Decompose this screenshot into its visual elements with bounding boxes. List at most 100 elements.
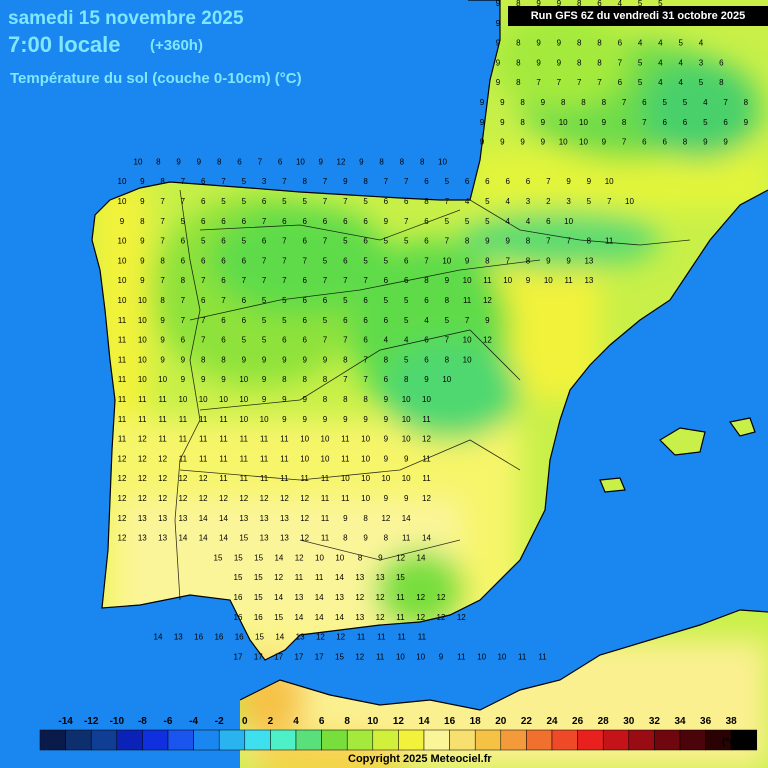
grid-value: 12 bbox=[138, 435, 147, 444]
grid-value: 9 bbox=[262, 375, 267, 384]
grid-value: 12 bbox=[300, 494, 309, 503]
legend-tick-label: 22 bbox=[521, 716, 533, 727]
grid-value: 5 bbox=[703, 118, 708, 127]
grid-value: 11 bbox=[321, 474, 330, 483]
grid-value: 13 bbox=[584, 276, 593, 285]
grid-value: 14 bbox=[275, 633, 284, 642]
grid-value: 12 bbox=[118, 494, 127, 503]
grid-value: 10 bbox=[118, 237, 127, 246]
grid-value: 7 bbox=[201, 316, 206, 325]
grid-value: 9 bbox=[160, 316, 165, 325]
grid-value: 11 bbox=[321, 514, 330, 523]
grid-value: 9 bbox=[557, 0, 562, 8]
grid-value: 8 bbox=[302, 177, 307, 186]
grid-value: 14 bbox=[402, 514, 411, 523]
legend-tick-label: -10 bbox=[110, 716, 125, 727]
grid-value: 13 bbox=[158, 534, 167, 543]
grid-value: 13 bbox=[158, 514, 167, 523]
legend-swatch bbox=[65, 729, 92, 751]
grid-value: 9 bbox=[566, 256, 571, 265]
grid-value: 6 bbox=[363, 237, 368, 246]
grid-value: 12 bbox=[280, 494, 289, 503]
grid-value: 12 bbox=[355, 652, 364, 661]
grid-value: 8 bbox=[160, 256, 165, 265]
grid-value: 16 bbox=[235, 633, 244, 642]
grid-value: 11 bbox=[397, 633, 406, 642]
grid-value: 7 bbox=[343, 197, 348, 206]
legend-swatch bbox=[654, 729, 681, 751]
grid-value: 6 bbox=[221, 237, 226, 246]
grid-value: 6 bbox=[384, 375, 389, 384]
grid-value: 5 bbox=[404, 316, 409, 325]
lead-time: (+360h) bbox=[150, 37, 203, 54]
grid-value: 10 bbox=[138, 316, 147, 325]
grid-value: 7 bbox=[160, 276, 165, 285]
grid-value: 6 bbox=[262, 237, 267, 246]
grid-value: 11 bbox=[422, 415, 431, 424]
grid-value: 14 bbox=[315, 593, 324, 602]
grid-value: 12 bbox=[355, 593, 364, 602]
grid-value: 5 bbox=[638, 0, 643, 8]
grid-value: 10 bbox=[118, 197, 127, 206]
grid-value: 5 bbox=[384, 237, 389, 246]
grid-value: 9 bbox=[465, 256, 470, 265]
grid-value: 12 bbox=[396, 553, 405, 562]
grid-value: 14 bbox=[219, 534, 228, 543]
grid-value: 7 bbox=[160, 217, 165, 226]
grid-value: 12 bbox=[437, 593, 446, 602]
grid-value: 16 bbox=[234, 593, 243, 602]
grid-value: 12 bbox=[437, 613, 446, 622]
variable-title: Température du sol (couche 0-10cm) (°C) bbox=[10, 70, 302, 87]
grid-value: 11 bbox=[396, 613, 405, 622]
grid-value: 11 bbox=[199, 454, 208, 463]
grid-value: 7 bbox=[363, 355, 368, 364]
grid-value: 9 bbox=[496, 0, 501, 8]
legend-swatch bbox=[346, 729, 374, 751]
grid-value: 11 bbox=[219, 415, 228, 424]
legend-swatch bbox=[90, 729, 118, 751]
grid-value: 4 bbox=[505, 197, 510, 206]
grid-value: 6 bbox=[181, 237, 186, 246]
grid-value: 7 bbox=[323, 237, 328, 246]
legend-swatch bbox=[116, 729, 143, 751]
grid-value: 4 bbox=[678, 78, 683, 87]
grid-value: 12 bbox=[381, 514, 390, 523]
grid-value: 7 bbox=[505, 256, 510, 265]
grid-value: 7 bbox=[221, 177, 226, 186]
grid-value: 7 bbox=[160, 197, 165, 206]
grid-value: 10 bbox=[361, 494, 370, 503]
grid-value: 8 bbox=[577, 58, 582, 67]
grid-value: 6 bbox=[363, 296, 368, 305]
legend-tick-label: 8 bbox=[344, 716, 350, 727]
grid-value: 9 bbox=[197, 157, 202, 166]
grid-value: 7 bbox=[445, 336, 450, 345]
grid-value: 8 bbox=[597, 58, 602, 67]
grid-value: 9 bbox=[384, 217, 389, 226]
grid-value: 7 bbox=[557, 78, 562, 87]
grid-value: 9 bbox=[536, 0, 541, 8]
grid-value: 9 bbox=[343, 415, 348, 424]
grid-value: 12 bbox=[274, 573, 283, 582]
grid-value: 9 bbox=[384, 415, 389, 424]
legend-tick-label: 16 bbox=[444, 716, 456, 727]
grid-value: 4 bbox=[526, 217, 531, 226]
grid-value: 9 bbox=[587, 177, 592, 186]
grid-value: 7 bbox=[258, 157, 263, 166]
grid-value: 9 bbox=[496, 78, 501, 87]
legend-swatch bbox=[372, 729, 399, 751]
grid-value: 11 bbox=[118, 395, 127, 404]
grid-value: 6 bbox=[404, 256, 409, 265]
forecast-time: 7:00 locale bbox=[8, 32, 121, 57]
grid-value: 13 bbox=[376, 573, 385, 582]
grid-value: 6 bbox=[181, 256, 186, 265]
grid-value: 14 bbox=[315, 613, 324, 622]
legend-tick-label: 2 bbox=[268, 716, 274, 727]
grid-value: 9 bbox=[140, 177, 145, 186]
grid-value: 6 bbox=[384, 316, 389, 325]
legend-swatch bbox=[167, 729, 194, 751]
grid-value: 7 bbox=[607, 197, 612, 206]
grid-value: 11 bbox=[260, 454, 269, 463]
grid-value: 11 bbox=[219, 454, 228, 463]
grid-value: 12 bbox=[118, 454, 127, 463]
